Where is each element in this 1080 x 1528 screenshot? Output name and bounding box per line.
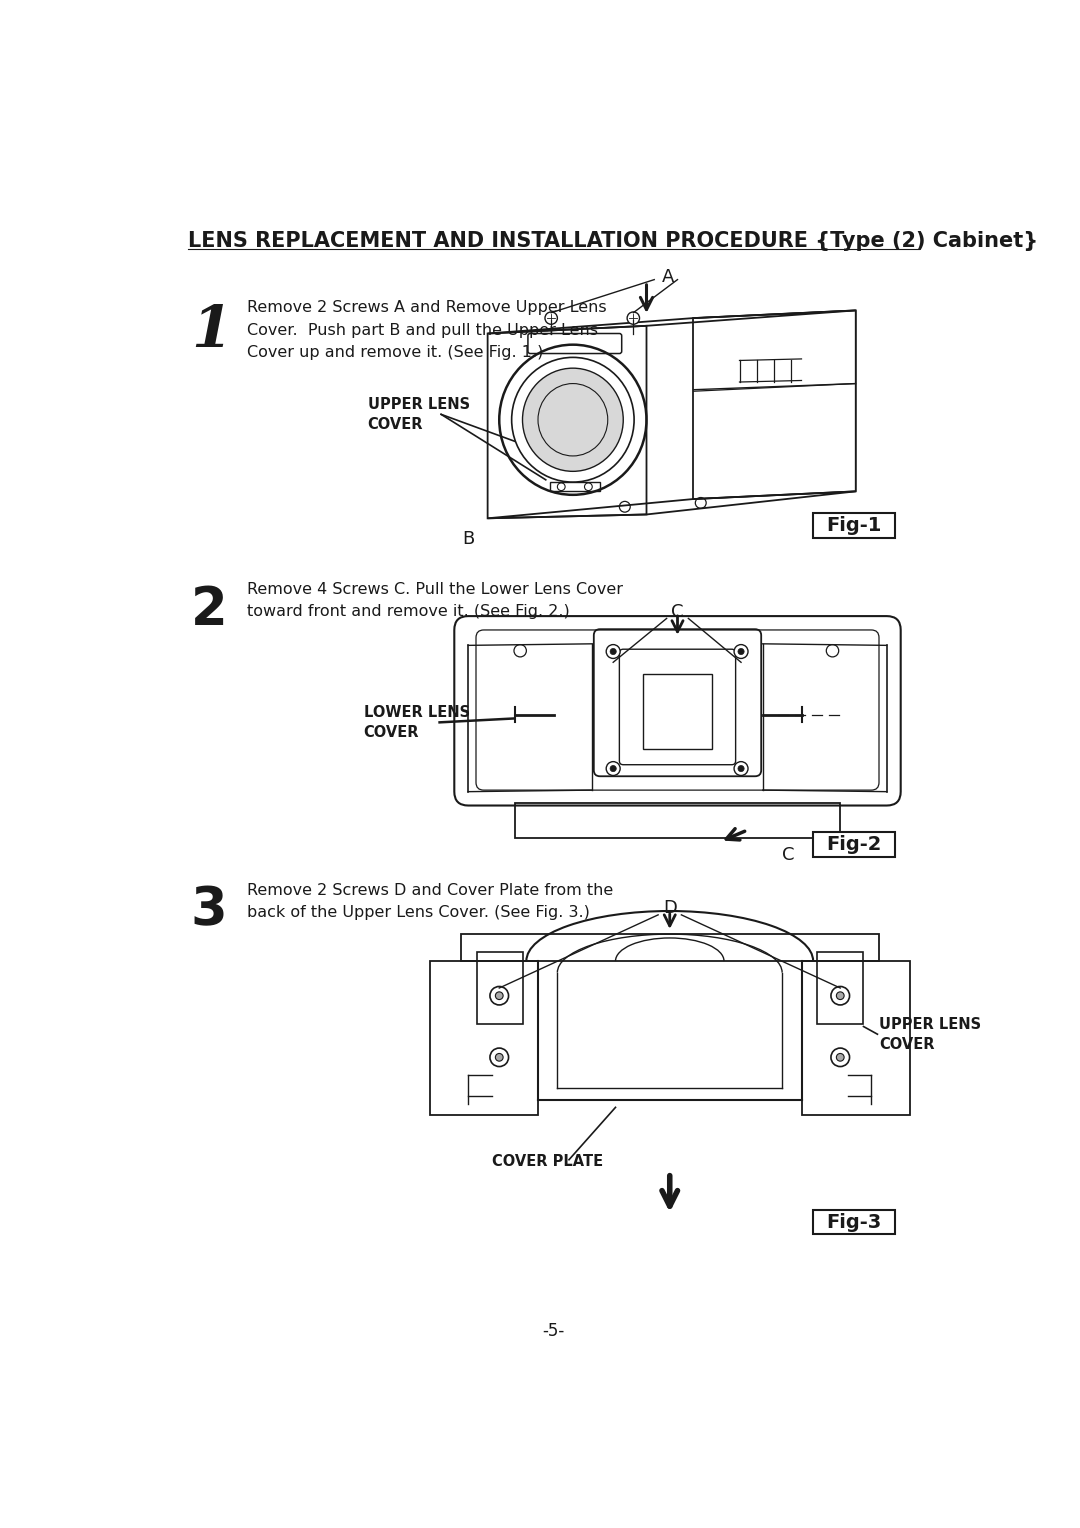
FancyBboxPatch shape — [813, 833, 894, 857]
Text: C: C — [672, 604, 684, 620]
Circle shape — [606, 761, 620, 776]
Circle shape — [496, 1053, 503, 1060]
Text: COVER PLATE: COVER PLATE — [491, 1154, 603, 1169]
Text: UPPER LENS
COVER: UPPER LENS COVER — [367, 397, 470, 432]
Circle shape — [734, 761, 748, 776]
Circle shape — [610, 648, 617, 654]
Text: Remove 2 Screws D and Cover Plate from the
back of the Upper Lens Cover. (See Fi: Remove 2 Screws D and Cover Plate from t… — [247, 883, 613, 920]
Circle shape — [738, 766, 744, 772]
Circle shape — [610, 766, 617, 772]
Circle shape — [545, 312, 557, 324]
Circle shape — [831, 987, 850, 1005]
Text: LENS REPLACEMENT AND INSTALLATION PROCEDURE {Type (2) Cabinet}: LENS REPLACEMENT AND INSTALLATION PROCED… — [188, 231, 1038, 251]
Text: Remove 2 Screws A and Remove Upper Lens
Cover.  Push part B and pull the Upper L: Remove 2 Screws A and Remove Upper Lens … — [247, 301, 607, 359]
Text: 1: 1 — [191, 303, 231, 359]
Circle shape — [627, 312, 639, 324]
Circle shape — [606, 645, 620, 659]
Circle shape — [836, 992, 845, 999]
Text: C: C — [782, 845, 795, 863]
Circle shape — [496, 992, 503, 999]
Text: Remove 4 Screws C. Pull the Lower Lens Cover
toward front and remove it. (See Fi: Remove 4 Screws C. Pull the Lower Lens C… — [247, 582, 623, 619]
Text: UPPER LENS
COVER: UPPER LENS COVER — [879, 1016, 981, 1051]
FancyBboxPatch shape — [813, 1210, 894, 1235]
Text: B: B — [462, 530, 474, 549]
Text: 3: 3 — [191, 885, 228, 937]
FancyBboxPatch shape — [813, 513, 894, 538]
Text: A: A — [662, 267, 674, 286]
Circle shape — [836, 1053, 845, 1060]
Circle shape — [490, 987, 509, 1005]
Circle shape — [734, 645, 748, 659]
Text: Fig-1: Fig-1 — [826, 516, 882, 535]
Text: -5-: -5- — [542, 1322, 565, 1340]
Text: D: D — [663, 900, 677, 917]
Circle shape — [831, 1048, 850, 1067]
Text: LOWER LENS
COVER: LOWER LENS COVER — [364, 704, 470, 740]
Text: Fig-3: Fig-3 — [826, 1213, 882, 1232]
Circle shape — [490, 1048, 509, 1067]
Text: Fig-2: Fig-2 — [826, 836, 882, 854]
Ellipse shape — [523, 368, 623, 471]
Circle shape — [738, 648, 744, 654]
Text: 2: 2 — [191, 584, 228, 636]
